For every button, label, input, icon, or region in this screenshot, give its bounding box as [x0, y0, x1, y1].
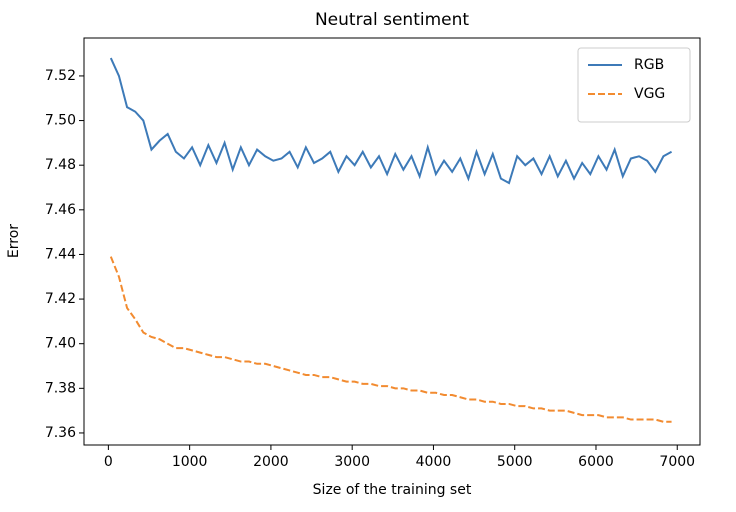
legend-box [577, 47, 691, 123]
x-tick-label: 2000 [253, 454, 289, 470]
y-tick-label: 7.36 [45, 425, 76, 441]
chart-title: Neutral sentiment [315, 10, 469, 30]
y-tick-label: 7.46 [45, 202, 76, 218]
x-tick-label: 0 [104, 454, 113, 470]
y-tick-label: 7.48 [45, 157, 76, 173]
y-tick-label: 7.38 [45, 380, 76, 396]
y-axis-label: Error [6, 224, 22, 258]
y-tick-label: 7.40 [45, 336, 76, 352]
x-tick-label: 6000 [578, 454, 614, 470]
plot-frame [83, 37, 701, 446]
series-line [109, 57, 673, 185]
y-tick-label: 7.44 [45, 246, 76, 262]
x-tick-label: 1000 [172, 454, 208, 470]
legend-label: VGG [634, 86, 665, 102]
x-tick-label: 7000 [659, 454, 695, 470]
series-line [109, 256, 672, 423]
x-tick-label: 4000 [416, 454, 452, 470]
y-tick-label: 7.52 [45, 68, 76, 84]
y-tick-label: 7.42 [45, 291, 76, 307]
legend-label: RGB [634, 57, 664, 73]
x-tick-label: 5000 [497, 454, 533, 470]
x-tick-label: 3000 [334, 454, 370, 470]
x-axis-label: Size of the training set [313, 482, 472, 498]
y-tick-label: 7.50 [45, 113, 76, 129]
